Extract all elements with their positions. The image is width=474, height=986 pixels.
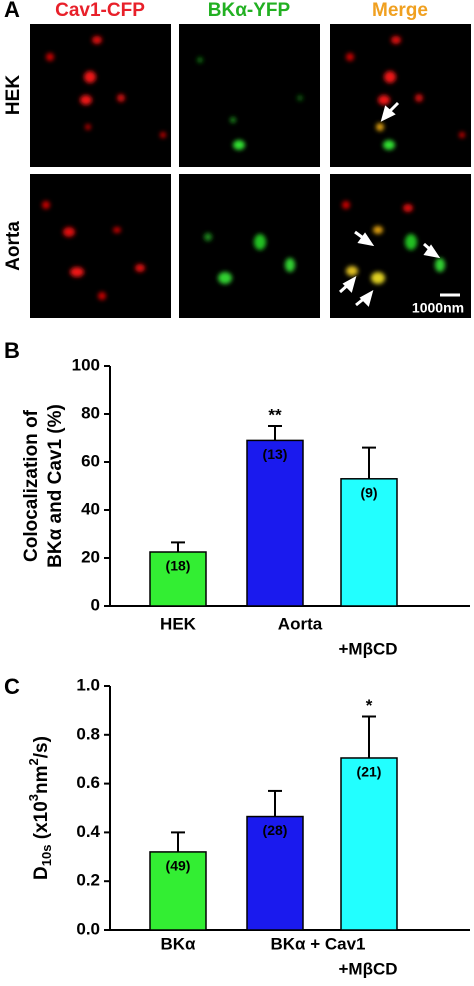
column-header: Cav1-CFP bbox=[55, 0, 145, 21]
significance: ** bbox=[268, 405, 282, 424]
image bbox=[179, 24, 320, 167]
y-axis-label: D10s (x103nm2/s) bbox=[26, 736, 54, 880]
x-tick-label: +MβCD bbox=[338, 639, 397, 658]
bar bbox=[340, 478, 398, 607]
significance: * bbox=[366, 696, 373, 715]
y-axis-label-part: 10s bbox=[39, 845, 54, 867]
y-tick-label: 0.4 bbox=[76, 822, 100, 841]
n-label: (49) bbox=[166, 858, 191, 874]
y-tick-label: 40 bbox=[81, 499, 100, 518]
image bbox=[179, 174, 320, 318]
panel-label: B bbox=[4, 338, 20, 363]
n-label: (21) bbox=[357, 764, 382, 780]
n-label: (18) bbox=[166, 558, 191, 574]
panel-label: C bbox=[4, 674, 20, 699]
bar bbox=[340, 757, 398, 931]
arrows bbox=[338, 101, 441, 307]
y-axis-label-part: nm bbox=[31, 765, 52, 794]
column-header: Merge bbox=[372, 0, 428, 21]
bar bbox=[149, 851, 207, 931]
x-tick-label: BKα + Cav1 bbox=[270, 934, 365, 953]
n-label: (13) bbox=[263, 446, 288, 462]
y-tick-label: 20 bbox=[81, 547, 100, 566]
y-axis-label-part: (x10 bbox=[31, 801, 52, 844]
x-tick-label: +MβCD bbox=[338, 959, 397, 978]
y-axis-label-part: 3 bbox=[26, 794, 41, 801]
y-tick-label: 0.0 bbox=[76, 919, 100, 938]
y-axis-label-part: D bbox=[31, 866, 52, 880]
y-axis-label-part: 2 bbox=[26, 758, 41, 765]
y-axis-label: Colocalization of bbox=[21, 409, 42, 562]
row-label: HEK bbox=[3, 75, 24, 115]
y-tick-label: 80 bbox=[81, 403, 100, 422]
y-axis-label-part: /s) bbox=[31, 736, 52, 758]
bar bbox=[149, 551, 207, 607]
scale-bar-label: 1000nm bbox=[412, 300, 464, 316]
bar bbox=[246, 439, 304, 607]
n-label: (28) bbox=[263, 822, 288, 838]
image bbox=[330, 24, 471, 167]
panel-label: A bbox=[4, 0, 20, 22]
bar bbox=[246, 815, 304, 931]
row-label: Aorta bbox=[3, 221, 24, 271]
y-tick-label: 1.0 bbox=[76, 675, 100, 694]
n-label: (9) bbox=[360, 485, 377, 501]
y-tick-label: 0.2 bbox=[76, 871, 100, 890]
signal bbox=[42, 36, 465, 300]
y-tick-label: 0.6 bbox=[76, 773, 100, 792]
y-axis-label: BKα and Cav1 (%) bbox=[45, 404, 66, 568]
column-header: BKα-YFP bbox=[208, 0, 291, 21]
y-tick-label: 100 bbox=[72, 355, 100, 374]
y-tick-label: 0 bbox=[91, 595, 100, 614]
x-tick-label: HEK bbox=[160, 614, 197, 633]
x-tick-label: BKα bbox=[160, 934, 196, 953]
x-tick-label: Aorta bbox=[278, 614, 323, 633]
image bbox=[30, 24, 171, 167]
y-tick-label: 0.8 bbox=[76, 724, 100, 743]
micrographs: 1000nm bbox=[30, 24, 471, 318]
y-tick-label: 60 bbox=[81, 451, 100, 470]
